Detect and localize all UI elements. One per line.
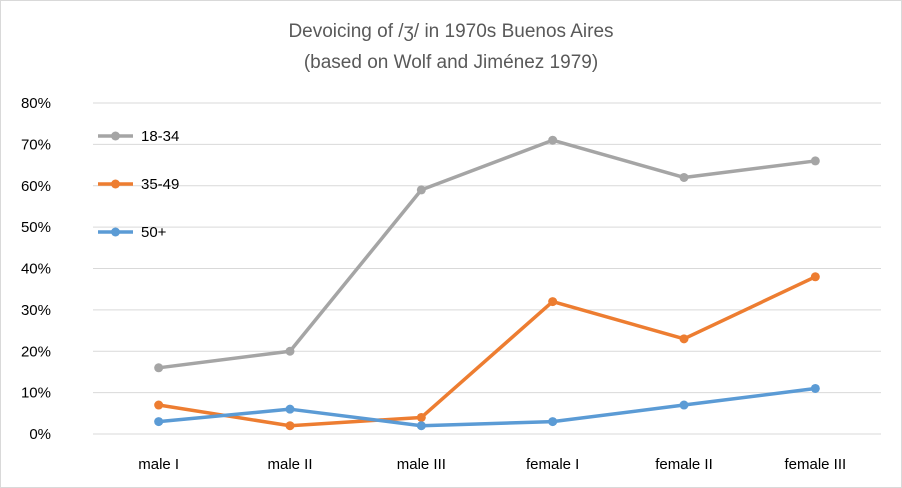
series-lines: [154, 135, 820, 431]
y-tick-label: 60%: [21, 178, 51, 195]
y-axis-ticks: 0% 10% 20% 30% 40% 50% 60% 70% 80%: [21, 95, 51, 443]
data-point-50+-male-II: [285, 404, 295, 414]
y-tick-label: 0%: [29, 426, 51, 443]
legend-swatch-marker: [111, 131, 120, 141]
y-tick-label: 20%: [21, 343, 51, 360]
data-point-50+-female-III: [810, 383, 820, 393]
legend-label: 18-34: [141, 128, 179, 145]
legend-label: 50+: [141, 224, 167, 241]
chart-title: Devoicing of /ʒ/ in 1970s Buenos Aires: [288, 21, 613, 42]
data-point-50+-female-I: [548, 417, 558, 427]
legend-item-50+: 50+: [98, 224, 167, 241]
y-tick-label: 50%: [21, 219, 51, 236]
legend: 18-34 35-49 50+: [98, 128, 179, 241]
gridlines: [93, 102, 881, 435]
data-point-18-34-male-II: [285, 346, 295, 356]
x-tick-label: female I: [526, 456, 579, 473]
y-tick-label: 10%: [21, 385, 51, 402]
legend-item-18-34: 18-34: [98, 128, 179, 145]
legend-swatch-marker: [111, 227, 120, 237]
legend-label: 35-49: [141, 176, 179, 193]
x-tick-label: female II: [655, 456, 713, 473]
legend-swatch-marker: [111, 179, 120, 189]
series-18-34: [154, 135, 820, 373]
data-point-35-49-female-III: [810, 272, 820, 282]
data-point-35-49-male-III: [416, 412, 426, 422]
data-point-50+-female-II: [679, 400, 689, 410]
x-tick-label: male I: [138, 456, 179, 473]
y-tick-label: 70%: [21, 136, 51, 153]
data-point-18-34-male-I: [154, 363, 164, 373]
y-tick-label: 40%: [21, 261, 51, 278]
series-50+: [154, 383, 820, 431]
data-point-18-34-female-III: [810, 156, 820, 166]
y-tick-label: 80%: [21, 95, 51, 112]
data-point-35-49-female-I: [548, 297, 558, 307]
data-point-35-49-male-II: [285, 421, 295, 431]
y-tick-label: 30%: [21, 302, 51, 319]
legend-item-35-49: 35-49: [98, 176, 179, 193]
series-35-49: [154, 272, 820, 431]
series-line-18-34: [156, 138, 818, 370]
x-tick-label: male III: [397, 456, 446, 473]
series-line-50+: [156, 386, 818, 428]
data-point-50+-male-III: [416, 421, 426, 431]
chart-subtitle: (based on Wolf and Jiménez 1979): [304, 52, 598, 73]
data-point-35-49-male-I: [154, 400, 164, 410]
data-point-50+-male-I: [154, 417, 164, 427]
data-point-18-34-female-I: [548, 135, 558, 145]
x-tick-label: female III: [784, 456, 846, 473]
data-point-35-49-female-II: [679, 334, 689, 344]
data-point-18-34-female-II: [679, 172, 689, 182]
data-point-18-34-male-III: [416, 185, 426, 195]
x-tick-label: male II: [267, 456, 312, 473]
series-line-35-49: [156, 275, 818, 428]
x-axis-ticks: male I male II male III female I female II fe…: [138, 456, 846, 473]
